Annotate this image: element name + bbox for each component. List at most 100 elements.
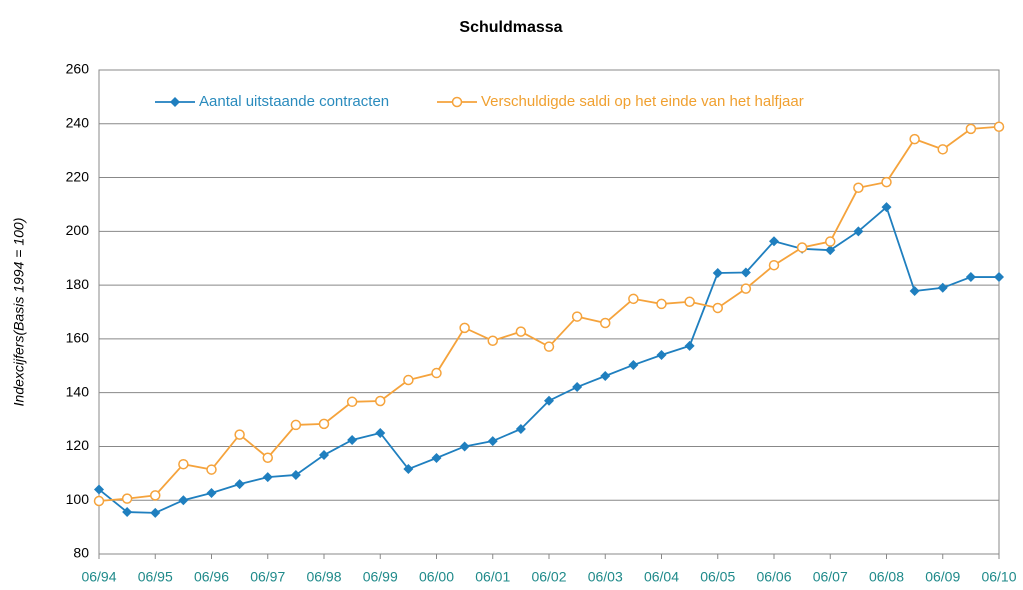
- y-tick-label: 140: [66, 383, 90, 399]
- point: [459, 322, 470, 334]
- point: [262, 452, 273, 463]
- point: [909, 286, 920, 297]
- point: [234, 429, 245, 440]
- point: [543, 341, 555, 352]
- x-tick-label: 06/03: [588, 569, 623, 585]
- point: [206, 487, 217, 498]
- point: [544, 395, 554, 406]
- y-tick-label: 260: [66, 61, 90, 77]
- point: [881, 202, 892, 213]
- point: [937, 144, 948, 155]
- point: [909, 133, 920, 145]
- point: [825, 236, 836, 247]
- point: [93, 495, 105, 507]
- point: [684, 296, 695, 308]
- point: [487, 335, 498, 347]
- point: [459, 441, 470, 452]
- point: [515, 326, 527, 337]
- x-tick-label: 06/00: [419, 569, 454, 585]
- point: [487, 436, 498, 447]
- point: [881, 176, 892, 188]
- point: [656, 298, 667, 310]
- y-tick-label: 200: [66, 222, 90, 238]
- point: [451, 96, 463, 108]
- point: [993, 121, 1005, 132]
- plot-area: [98, 69, 1000, 555]
- x-tick-label: 06/08: [869, 569, 904, 585]
- x-tick-label: 06/97: [250, 569, 285, 585]
- x-tick-label: 06/06: [756, 569, 791, 585]
- point: [600, 317, 611, 329]
- point: [768, 259, 780, 271]
- point: [628, 293, 639, 305]
- point: [431, 453, 442, 464]
- point: [122, 507, 133, 518]
- chart-title: Schuldmassa: [459, 19, 562, 36]
- point: [965, 123, 977, 135]
- point: [712, 302, 723, 314]
- series-line: [98, 205, 999, 514]
- point: [515, 423, 526, 434]
- point: [712, 268, 723, 279]
- point: [318, 418, 330, 430]
- point: [121, 493, 133, 504]
- x-tick-label: 06/99: [363, 569, 398, 585]
- y-tick-label: 180: [66, 276, 90, 292]
- x-tick-label: 06/02: [531, 569, 566, 585]
- x-tick-label: 06/94: [81, 569, 116, 585]
- x-tick-label: 06/98: [306, 569, 341, 585]
- point: [853, 226, 864, 237]
- point: [150, 490, 161, 501]
- point: [431, 367, 442, 379]
- point: [178, 458, 189, 470]
- point: [94, 484, 104, 495]
- point: [290, 469, 301, 480]
- series-line: [98, 125, 1000, 502]
- point: [150, 507, 161, 518]
- point: [375, 395, 386, 407]
- point: [853, 182, 864, 194]
- point: [825, 245, 836, 256]
- y-tick-label: 160: [66, 330, 90, 346]
- point: [178, 495, 189, 506]
- point: [206, 464, 217, 475]
- x-tick-label: 06/96: [194, 569, 229, 585]
- x-tick-label: 06/04: [644, 569, 679, 585]
- legend-label: Verschuldigde saldi op het einde van het…: [481, 93, 804, 110]
- point: [740, 267, 751, 278]
- x-tick-label: 06/09: [925, 569, 960, 585]
- point: [234, 479, 245, 490]
- point: [572, 382, 583, 393]
- point: [965, 272, 976, 283]
- point: [346, 396, 358, 408]
- point: [403, 464, 414, 475]
- point: [796, 242, 808, 253]
- point: [170, 97, 180, 107]
- point: [740, 283, 752, 294]
- y-tick-label: 220: [66, 168, 90, 184]
- y-axis-label: Indexcijfers(Basis 1994 = 100): [11, 218, 27, 407]
- point: [262, 472, 273, 483]
- point: [600, 370, 611, 381]
- point: [319, 450, 329, 461]
- point: [347, 434, 358, 445]
- point: [290, 419, 302, 431]
- x-tick-label: 06/01: [475, 569, 510, 585]
- y-tick-label: 240: [66, 114, 90, 130]
- point: [403, 374, 414, 386]
- point: [937, 282, 948, 293]
- x-tick-label: 06/10: [981, 569, 1016, 585]
- point: [684, 340, 695, 351]
- y-tick-label: 120: [66, 437, 90, 453]
- x-tick-label: 06/05: [700, 569, 735, 585]
- point: [656, 350, 667, 361]
- point: [375, 428, 386, 438]
- x-tick-label: 06/95: [138, 569, 173, 585]
- legend-label: Aantal uitstaande contracten: [199, 93, 389, 110]
- y-tick-label: 100: [66, 491, 90, 507]
- point: [628, 359, 639, 370]
- x-tick-label: 06/07: [813, 569, 848, 585]
- y-tick-label: 80: [73, 545, 89, 561]
- point: [769, 236, 779, 247]
